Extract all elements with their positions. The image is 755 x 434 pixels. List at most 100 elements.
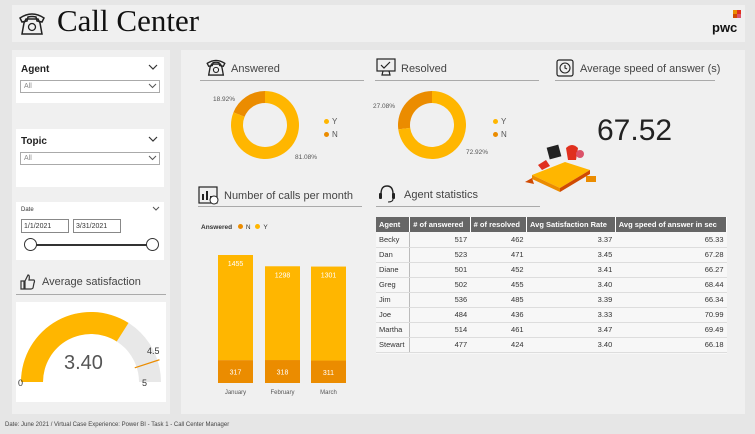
table-cell: 455 bbox=[470, 277, 527, 293]
table-header-cell[interactable]: Agent bbox=[376, 217, 411, 232]
table-cell: 477 bbox=[409, 337, 471, 353]
headset-icon bbox=[379, 185, 395, 203]
answered-y-slice bbox=[231, 91, 299, 159]
table-cell: 517 bbox=[409, 232, 471, 248]
bar-label-y: 1301 bbox=[321, 273, 337, 280]
end-date-input[interactable]: 3/31/2021 bbox=[73, 219, 121, 233]
agent-stats-table: Agent # of answered # of resolved Avg Satis… bbox=[376, 217, 728, 353]
answered-legend-n: N bbox=[324, 130, 338, 139]
agent-name-cell: Becky bbox=[376, 232, 411, 248]
footer-note: Date: June 2021 / Virtual Case Experienc… bbox=[5, 422, 230, 428]
agent-name-cell: Joe bbox=[376, 307, 411, 323]
table-row[interactable]: Jim 536 485 3.39 66.34 bbox=[376, 292, 727, 308]
bar-n-january bbox=[218, 360, 253, 383]
x-axis-label: March bbox=[320, 390, 337, 396]
table-header-cell[interactable]: # of answered bbox=[409, 217, 471, 232]
gauge-min-label: 0 bbox=[18, 378, 24, 388]
date-range-track bbox=[30, 244, 154, 246]
pwc-logo: pwc bbox=[712, 20, 738, 35]
table-cell: 462 bbox=[470, 232, 527, 248]
table-cell: 66.34 bbox=[615, 292, 727, 308]
table-header-cell[interactable]: Avg speed of answer in sec bbox=[615, 217, 728, 232]
table-row[interactable]: Diane 501 452 3.41 66.27 bbox=[376, 262, 727, 278]
header-bar bbox=[12, 5, 745, 42]
chevron-down-icon[interactable] bbox=[148, 136, 158, 143]
satisfaction-title: Average satisfaction bbox=[42, 276, 141, 288]
date-range-start-handle[interactable] bbox=[24, 238, 37, 251]
answered-y-label: 81.08% bbox=[295, 154, 318, 161]
agent-name-cell: Jim bbox=[376, 292, 411, 308]
date-range-end-handle[interactable] bbox=[146, 238, 159, 251]
answered-n-label: 18.92% bbox=[213, 96, 236, 103]
satisfaction-gauge bbox=[21, 312, 161, 382]
table-cell: 452 bbox=[470, 262, 527, 278]
bar-y-march bbox=[311, 266, 346, 361]
start-date-input[interactable]: 1/1/2021 bbox=[21, 219, 69, 233]
x-axis-label: January bbox=[225, 390, 246, 396]
answered-legend-y: Y bbox=[324, 117, 337, 126]
agent-name-cell: Dan bbox=[376, 247, 411, 263]
table-cell: 484 bbox=[409, 307, 471, 323]
table-cell: 3.39 bbox=[526, 292, 616, 308]
table-row[interactable]: Martha 514 461 3.47 69.49 bbox=[376, 322, 727, 338]
resolved-n-label: 27.08% bbox=[373, 103, 396, 110]
answered-n-slice bbox=[233, 91, 265, 117]
table-cell: 3.37 bbox=[526, 232, 616, 248]
table-row[interactable]: Stewart 477 424 3.40 66.18 bbox=[376, 337, 727, 353]
gauge-max-label: 5 bbox=[142, 378, 148, 388]
divider bbox=[375, 80, 539, 81]
agent-dropdown[interactable]: All bbox=[20, 80, 160, 93]
divider bbox=[555, 80, 715, 81]
speed-title: Average speed of answer (s) bbox=[580, 63, 721, 75]
table-cell: 536 bbox=[409, 292, 471, 308]
gauge-fill bbox=[21, 312, 129, 382]
divider bbox=[198, 206, 362, 207]
table-header-cell[interactable]: # of resolved bbox=[470, 217, 528, 232]
calendar-chart-icon bbox=[198, 186, 219, 205]
table-cell: 485 bbox=[470, 292, 527, 308]
topic-slicer: Topic All bbox=[16, 129, 164, 187]
telephone-icon bbox=[19, 13, 45, 35]
telephone-icon bbox=[206, 59, 226, 76]
table-cell: 68.44 bbox=[615, 277, 727, 293]
bar-label-y: 1455 bbox=[228, 261, 244, 268]
satisfaction-value: 3.40 bbox=[64, 352, 103, 374]
table-cell: 3.40 bbox=[526, 337, 616, 353]
table-cell: 70.99 bbox=[615, 307, 727, 323]
table-cell: 3.45 bbox=[526, 247, 616, 263]
table-cell: 501 bbox=[409, 262, 471, 278]
table-cell: 502 bbox=[409, 277, 471, 293]
agent-dropdown-value: All bbox=[24, 83, 32, 90]
chevron-down-icon[interactable] bbox=[148, 83, 157, 89]
resolved-n-slice bbox=[398, 91, 432, 130]
table-row[interactable]: Dan 523 471 3.45 67.28 bbox=[376, 247, 727, 263]
calls-chart-title: Number of calls per month bbox=[224, 190, 353, 202]
table-row[interactable]: Joe 484 436 3.33 70.99 bbox=[376, 307, 727, 323]
bar-label-n: 318 bbox=[277, 370, 289, 377]
table-cell: 3.40 bbox=[526, 277, 616, 293]
resolved-y-slice bbox=[398, 91, 466, 159]
divider bbox=[16, 294, 166, 295]
table-row[interactable]: Becky 517 462 3.37 65.33 bbox=[376, 232, 727, 248]
topic-dropdown[interactable]: All bbox=[20, 152, 160, 165]
divider bbox=[376, 206, 540, 207]
bar-n-february bbox=[265, 360, 300, 383]
pwc-logo-mark bbox=[733, 10, 741, 18]
answered-donut bbox=[231, 91, 299, 159]
calls-bar-chart: 1455 317 January 1298 318 February 1301 311 Marc… bbox=[218, 255, 346, 396]
chevron-down-icon[interactable] bbox=[152, 206, 160, 212]
table-row[interactable]: Greg 502 455 3.40 68.44 bbox=[376, 277, 727, 293]
agent-name-cell: Diane bbox=[376, 262, 411, 278]
table-header-cell[interactable]: Avg Satisfaction Rate bbox=[526, 217, 616, 232]
date-slicer-label: Date bbox=[21, 207, 34, 213]
table-cell: 66.18 bbox=[615, 337, 727, 353]
divider bbox=[200, 80, 364, 81]
chevron-down-icon[interactable] bbox=[148, 64, 158, 71]
table-cell: 436 bbox=[470, 307, 527, 323]
monitor-check-icon bbox=[376, 58, 396, 76]
chevron-down-icon[interactable] bbox=[148, 155, 157, 161]
answered-title: Answered bbox=[231, 63, 280, 75]
x-axis-label: February bbox=[270, 390, 294, 396]
speed-value: 67.52 bbox=[597, 114, 673, 147]
topic-dropdown-value: All bbox=[24, 155, 32, 162]
